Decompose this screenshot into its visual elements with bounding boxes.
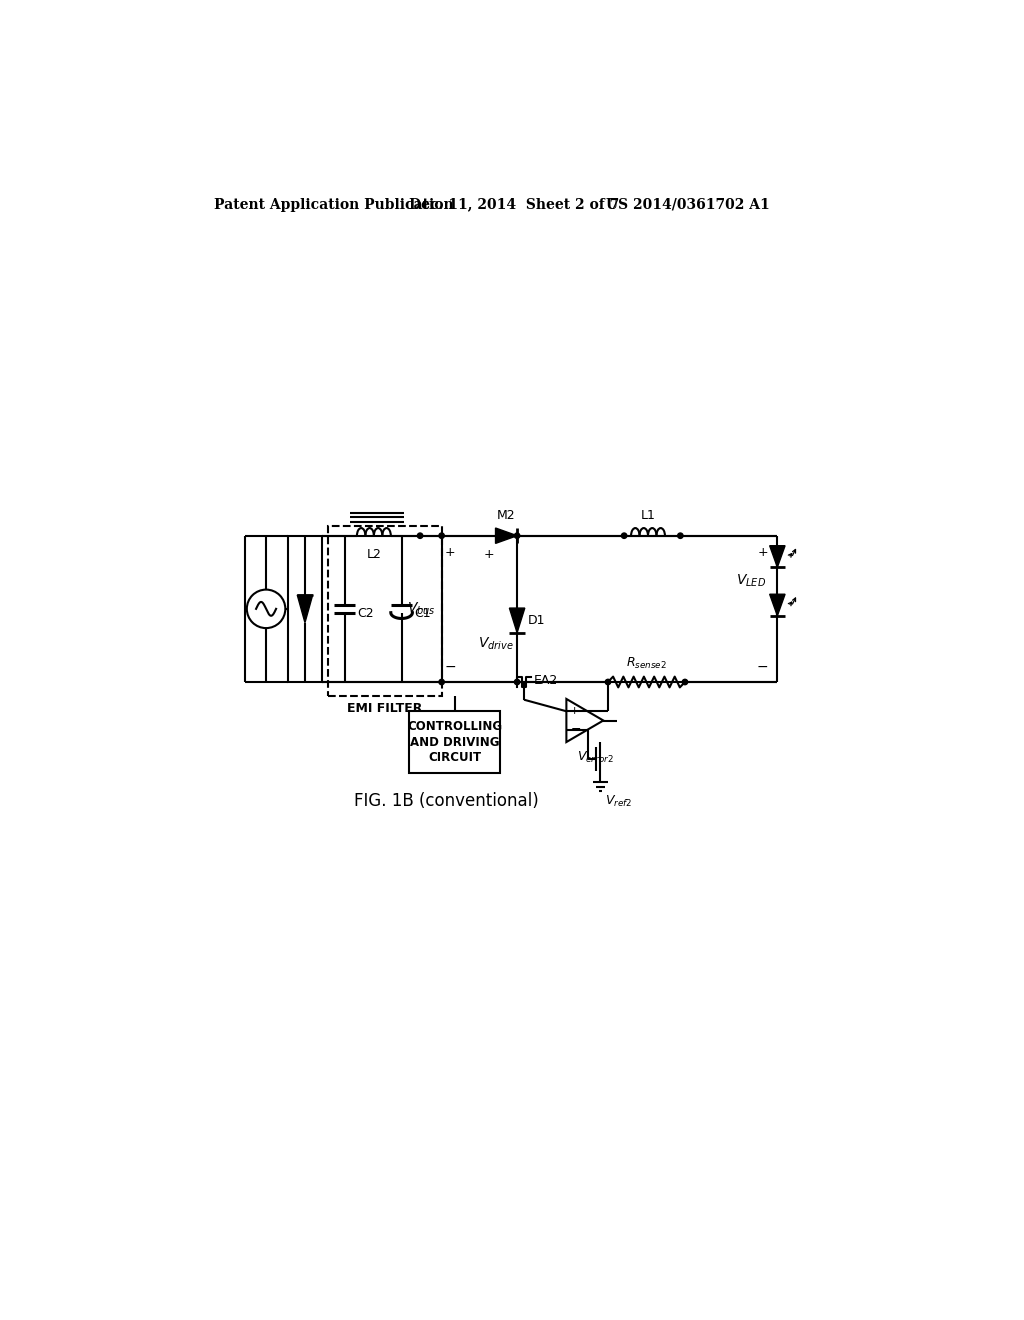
- Text: D1: D1: [528, 614, 546, 627]
- Polygon shape: [297, 595, 312, 623]
- Polygon shape: [496, 528, 517, 544]
- Text: C2: C2: [357, 607, 374, 620]
- Text: −: −: [444, 660, 457, 675]
- Text: CIRCUIT: CIRCUIT: [428, 751, 481, 764]
- Text: AND DRIVING: AND DRIVING: [410, 735, 500, 748]
- Text: FIG. 1B (conventional): FIG. 1B (conventional): [354, 792, 539, 810]
- Bar: [328, 527, 441, 696]
- Circle shape: [514, 533, 520, 539]
- Text: $R_{sense2}$: $R_{sense2}$: [626, 656, 667, 671]
- Text: L1: L1: [641, 508, 655, 521]
- Text: +: +: [484, 548, 495, 561]
- Text: $V_{bus}$: $V_{bus}$: [407, 601, 435, 616]
- Circle shape: [439, 680, 444, 685]
- Text: C1: C1: [414, 607, 430, 620]
- Text: −: −: [570, 723, 581, 737]
- Circle shape: [439, 533, 444, 539]
- Polygon shape: [509, 609, 524, 632]
- Text: +: +: [570, 706, 580, 717]
- Polygon shape: [770, 545, 785, 568]
- Text: EMI FILTER: EMI FILTER: [347, 702, 422, 715]
- Circle shape: [678, 533, 683, 539]
- Text: +: +: [758, 546, 768, 560]
- Text: $V_{ref2}$: $V_{ref2}$: [605, 793, 632, 809]
- Circle shape: [514, 680, 520, 685]
- Text: $V_{LED}$: $V_{LED}$: [735, 573, 766, 589]
- Text: $V_{drive}$: $V_{drive}$: [478, 635, 514, 652]
- Polygon shape: [770, 594, 785, 615]
- Text: −: −: [757, 660, 768, 675]
- Circle shape: [682, 680, 688, 685]
- Text: +: +: [444, 546, 456, 560]
- Bar: [410, 711, 500, 774]
- Text: $V_{error2}$: $V_{error2}$: [578, 750, 613, 764]
- Circle shape: [605, 680, 610, 685]
- Text: L2: L2: [367, 548, 381, 561]
- Text: EA2: EA2: [535, 675, 558, 686]
- Text: Dec. 11, 2014  Sheet 2 of 7: Dec. 11, 2014 Sheet 2 of 7: [410, 198, 620, 211]
- Text: US 2014/0361702 A1: US 2014/0361702 A1: [606, 198, 770, 211]
- Circle shape: [418, 533, 423, 539]
- Text: Patent Application Publication: Patent Application Publication: [214, 198, 454, 211]
- Circle shape: [622, 533, 627, 539]
- Text: M2: M2: [497, 508, 516, 521]
- Text: CONTROLLING: CONTROLLING: [408, 721, 503, 733]
- Bar: [289, 536, 322, 682]
